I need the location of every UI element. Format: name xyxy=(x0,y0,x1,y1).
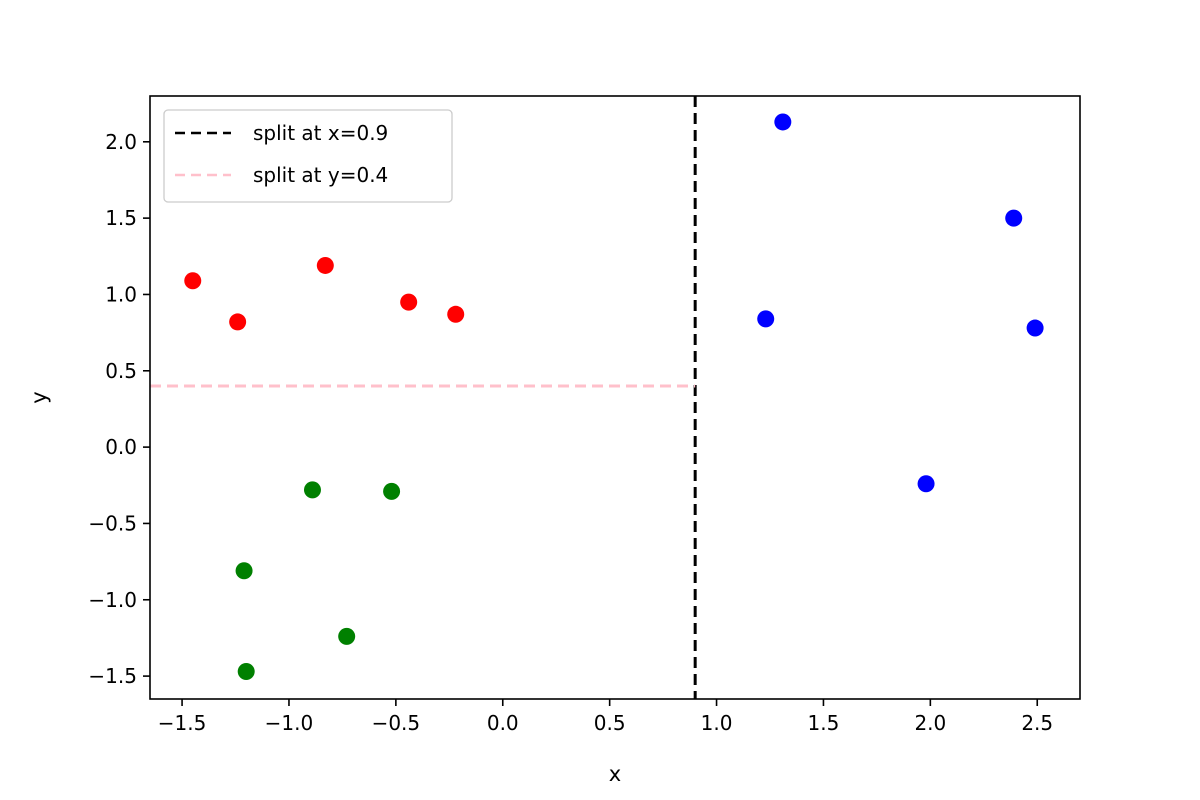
x-tick-label: 1.5 xyxy=(808,711,840,735)
x-axis-label: x xyxy=(609,762,621,786)
legend: split at x=0.9 split at y=0.4 xyxy=(163,109,453,203)
reference-lines xyxy=(150,96,697,699)
data-point-group1-4 xyxy=(400,293,418,311)
data-point-group2-3 xyxy=(235,562,253,580)
legend-box xyxy=(163,109,453,203)
x-tick-label: 2.0 xyxy=(914,711,946,735)
x-tick-label: 0.5 xyxy=(594,711,626,735)
y-tick-label: −1.5 xyxy=(88,664,137,688)
y-tick-label: −0.5 xyxy=(88,511,137,535)
data-point-group2-2 xyxy=(383,482,401,500)
y-tick-label: 0.5 xyxy=(105,359,137,383)
data-point-group3-1 xyxy=(774,113,792,131)
x-tick-label: −1.5 xyxy=(158,711,207,735)
y-tick-label: 1.0 xyxy=(105,282,137,306)
x-tick-label: −1.0 xyxy=(265,711,314,735)
y-tick-label: 2.0 xyxy=(105,130,137,154)
x-tick-label: 1.0 xyxy=(701,711,733,735)
x-tick-label: 2.5 xyxy=(1021,711,1053,735)
x-tick-label: −0.5 xyxy=(372,711,421,735)
data-point-group1-2 xyxy=(229,313,247,331)
data-point-group1-3 xyxy=(316,256,334,274)
data-point-group3-2 xyxy=(1005,209,1023,227)
data-point-group2-4 xyxy=(338,627,356,645)
data-point-group3-4 xyxy=(1026,319,1044,337)
data-point-group3-3 xyxy=(757,310,775,328)
data-point-group1-1 xyxy=(184,272,202,290)
data-point-group2-5 xyxy=(237,663,255,681)
data-points xyxy=(184,113,1044,681)
legend-label-y-split: split at y=0.4 xyxy=(253,163,388,187)
data-point-group2-1 xyxy=(303,481,321,499)
y-tick-label: 1.5 xyxy=(105,206,137,230)
axes-frame xyxy=(149,95,1081,700)
data-point-group3-5 xyxy=(917,475,935,493)
legend-label-x-split: split at x=0.9 xyxy=(253,121,388,145)
axis-ticks: −1.5 −1.0 −0.5 0.0 0.5 1.0 1.5 2.0 2.5 −1.5 −1.0 −0… xyxy=(88,130,1053,735)
x-tick-label: 0.0 xyxy=(487,711,519,735)
y-tick-label: −1.0 xyxy=(88,588,137,612)
data-point-group1-5 xyxy=(447,305,465,323)
y-axis-label: y xyxy=(27,391,51,403)
y-tick-label: 0.0 xyxy=(105,435,137,459)
